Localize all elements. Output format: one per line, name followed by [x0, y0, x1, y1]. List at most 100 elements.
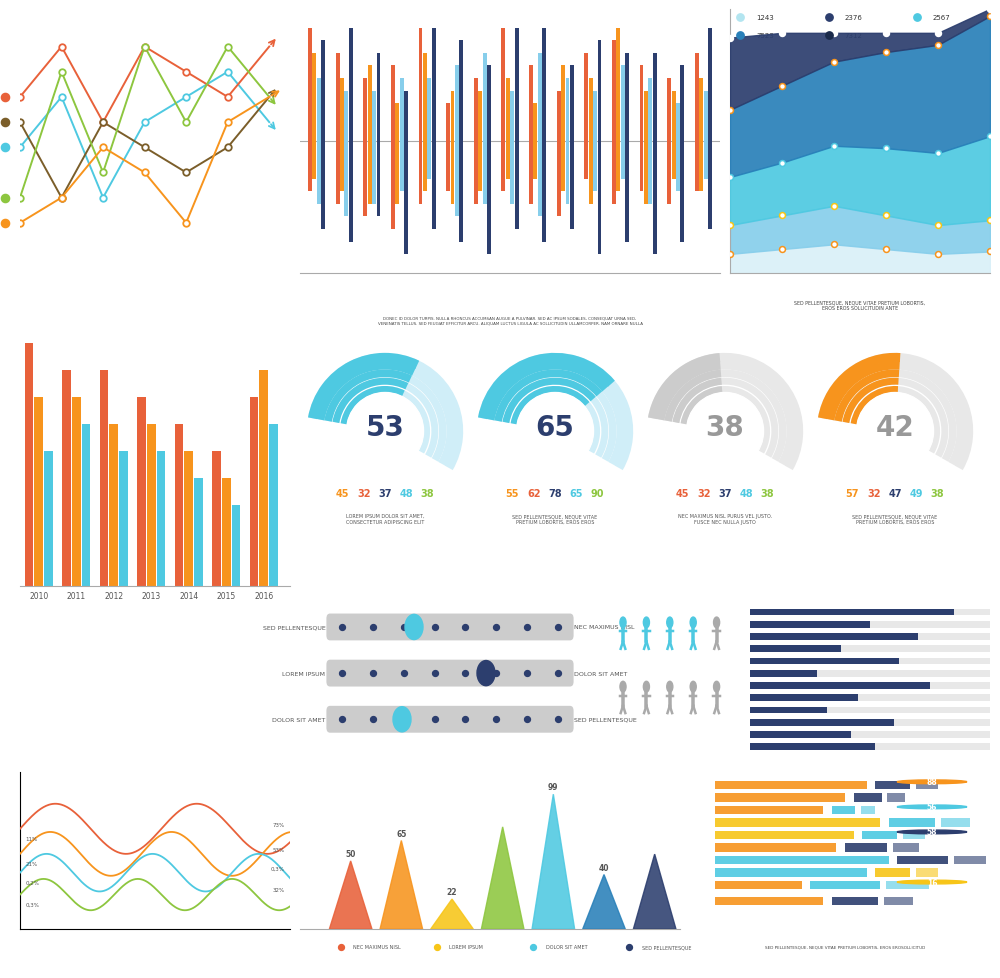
Circle shape: [714, 682, 720, 692]
Bar: [395, 142, 399, 204]
Bar: [538, 54, 542, 142]
Point: [0, 216, 13, 232]
Point: [12, 140, 28, 156]
Bar: [889, 819, 935, 827]
Point: [724, 50, 740, 66]
Bar: [510, 142, 514, 204]
Bar: [616, 28, 620, 142]
Bar: [714, 793, 845, 802]
Point: [519, 712, 535, 728]
Bar: [566, 79, 569, 142]
Point: [178, 165, 194, 181]
Point: [220, 40, 236, 56]
Point: [878, 141, 894, 156]
Bar: [695, 142, 699, 192]
Circle shape: [897, 805, 967, 809]
Point: [178, 216, 194, 232]
Bar: [584, 54, 588, 142]
Bar: [750, 645, 990, 652]
Text: SED PELLENTESQUE, NEQUE VITAE PRETIUM LOBORTIS, EROS EROSOLLICITUD: SED PELLENTESQUE, NEQUE VITAE PRETIUM LO…: [765, 945, 925, 949]
FancyBboxPatch shape: [326, 706, 574, 733]
Bar: [570, 67, 574, 142]
Point: [0, 90, 13, 106]
Bar: [483, 142, 487, 204]
Point: [365, 619, 381, 635]
Bar: [478, 92, 482, 142]
Point: [930, 38, 946, 54]
Point: [722, 30, 738, 46]
Text: VectorStock®: VectorStock®: [180, 947, 298, 962]
Bar: [640, 142, 643, 192]
Bar: [750, 609, 990, 616]
Text: DOLOR SIT AMET: DOLOR SIT AMET: [546, 945, 587, 950]
Bar: [82, 424, 90, 587]
Circle shape: [643, 617, 649, 628]
Bar: [419, 28, 422, 142]
Text: 73%: 73%: [272, 822, 285, 826]
Point: [774, 242, 790, 257]
Circle shape: [667, 617, 673, 628]
Point: [0, 115, 13, 131]
Bar: [368, 142, 372, 204]
Bar: [372, 92, 376, 142]
Point: [54, 90, 70, 106]
Point: [0, 191, 13, 206]
Point: [365, 666, 381, 682]
Bar: [349, 142, 353, 243]
Point: [72, 306, 88, 322]
Point: [178, 65, 194, 80]
Point: [519, 619, 535, 635]
Bar: [903, 831, 925, 839]
Point: [982, 213, 998, 229]
Bar: [344, 142, 348, 217]
Bar: [750, 694, 990, 701]
Point: [457, 666, 473, 682]
Bar: [714, 897, 823, 906]
Bar: [832, 897, 878, 906]
Text: 40: 40: [599, 863, 609, 872]
Text: 56: 56: [927, 803, 937, 812]
Text: 0,3%: 0,3%: [25, 902, 39, 907]
Point: [826, 139, 842, 155]
Point: [12, 90, 28, 106]
Bar: [340, 142, 344, 192]
Bar: [538, 142, 542, 217]
Text: 2376: 2376: [844, 15, 862, 21]
Text: 37: 37: [378, 489, 392, 499]
Bar: [862, 831, 897, 839]
Bar: [648, 79, 652, 142]
Text: 88: 88: [927, 778, 937, 786]
Bar: [157, 452, 165, 587]
Bar: [474, 79, 478, 142]
Text: 1243: 1243: [756, 15, 774, 21]
Bar: [699, 142, 703, 192]
Bar: [750, 719, 990, 726]
Bar: [25, 343, 33, 587]
Bar: [542, 142, 546, 243]
Bar: [34, 398, 43, 587]
Point: [333, 939, 349, 955]
Point: [365, 712, 381, 728]
Bar: [644, 142, 648, 204]
Point: [12, 191, 28, 206]
Point: [12, 115, 28, 131]
Point: [137, 40, 153, 56]
Bar: [625, 142, 629, 243]
Bar: [423, 54, 427, 142]
Point: [525, 939, 541, 955]
Bar: [704, 142, 708, 180]
Text: 38: 38: [931, 489, 944, 499]
Point: [774, 79, 790, 95]
Point: [124, 306, 140, 322]
Bar: [400, 142, 404, 192]
Text: 0,3%: 0,3%: [271, 866, 285, 870]
Bar: [109, 424, 118, 587]
Circle shape: [897, 780, 967, 784]
Text: SED PELLENTESQUE, NEQUE VITAE
PRETIUM LOBORTIS, EROS EROS: SED PELLENTESQUE, NEQUE VITAE PRETIUM LO…: [852, 513, 938, 524]
Text: 65: 65: [396, 829, 407, 838]
Point: [429, 939, 445, 955]
Bar: [598, 41, 601, 142]
Point: [178, 115, 194, 131]
Bar: [566, 142, 569, 204]
Bar: [750, 743, 875, 750]
